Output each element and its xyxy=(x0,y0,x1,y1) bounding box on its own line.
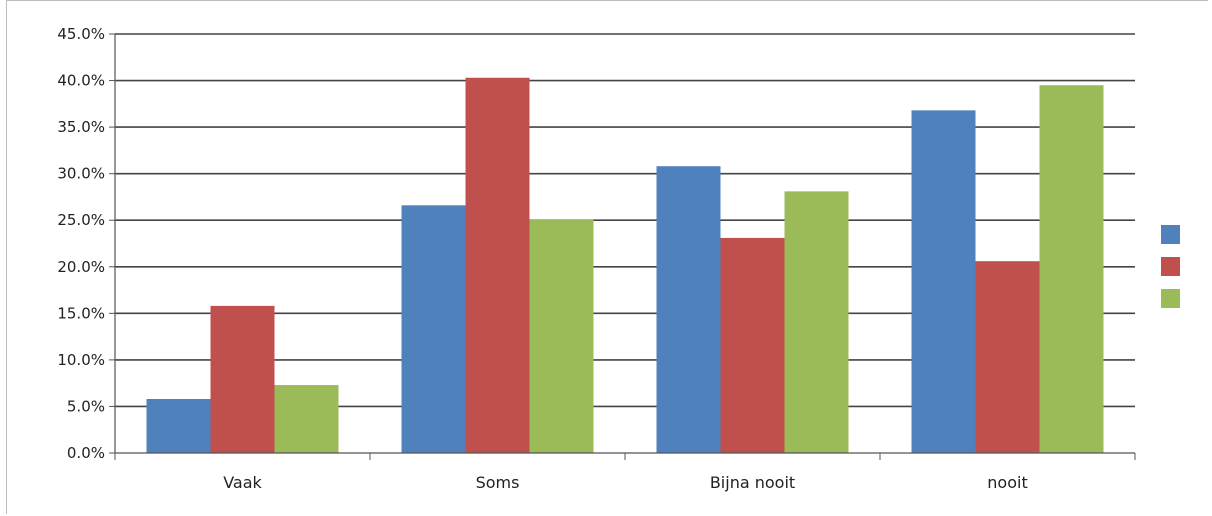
category-label: Bijna nooit xyxy=(710,473,795,492)
bar xyxy=(146,398,211,453)
y-tick-label: 35.0% xyxy=(57,118,105,136)
y-tick-label: 30.0% xyxy=(57,165,105,183)
bar xyxy=(975,261,1040,453)
bars xyxy=(146,77,1104,454)
y-tick-label: 40.0% xyxy=(57,72,105,90)
bar xyxy=(529,219,594,453)
legend xyxy=(1161,225,1180,308)
y-tick-label: 10.0% xyxy=(57,351,105,369)
legend-swatch xyxy=(1161,225,1180,244)
y-tick-label: 0.0% xyxy=(67,444,105,462)
bar xyxy=(210,305,275,453)
category-label: Soms xyxy=(476,473,520,492)
legend-swatch xyxy=(1161,289,1180,308)
y-tick-label: 45.0% xyxy=(57,25,105,43)
bar xyxy=(720,237,785,453)
chart-frame xyxy=(6,0,1208,514)
bar xyxy=(1039,85,1104,453)
bar xyxy=(656,166,721,453)
y-tick-label: 15.0% xyxy=(57,304,105,322)
legend-swatch xyxy=(1161,257,1180,276)
y-tick-label: 5.0% xyxy=(67,397,105,415)
bar xyxy=(274,385,339,453)
category-label: nooit xyxy=(987,473,1027,492)
category-labels: Vaak Soms Bijna nooit nooit xyxy=(223,473,1028,492)
axes xyxy=(109,33,1136,460)
bar xyxy=(784,191,849,453)
category-label: Vaak xyxy=(223,473,262,492)
bar xyxy=(401,205,466,453)
y-tick-labels: 0.0% 5.0% 10.0% 15.0% 20.0% 25.0% 30.0% 35.0% 40… xyxy=(57,25,105,462)
bar xyxy=(465,77,530,454)
y-tick-label: 25.0% xyxy=(57,211,105,229)
bar xyxy=(911,110,976,454)
y-tick-label: 20.0% xyxy=(57,258,105,276)
